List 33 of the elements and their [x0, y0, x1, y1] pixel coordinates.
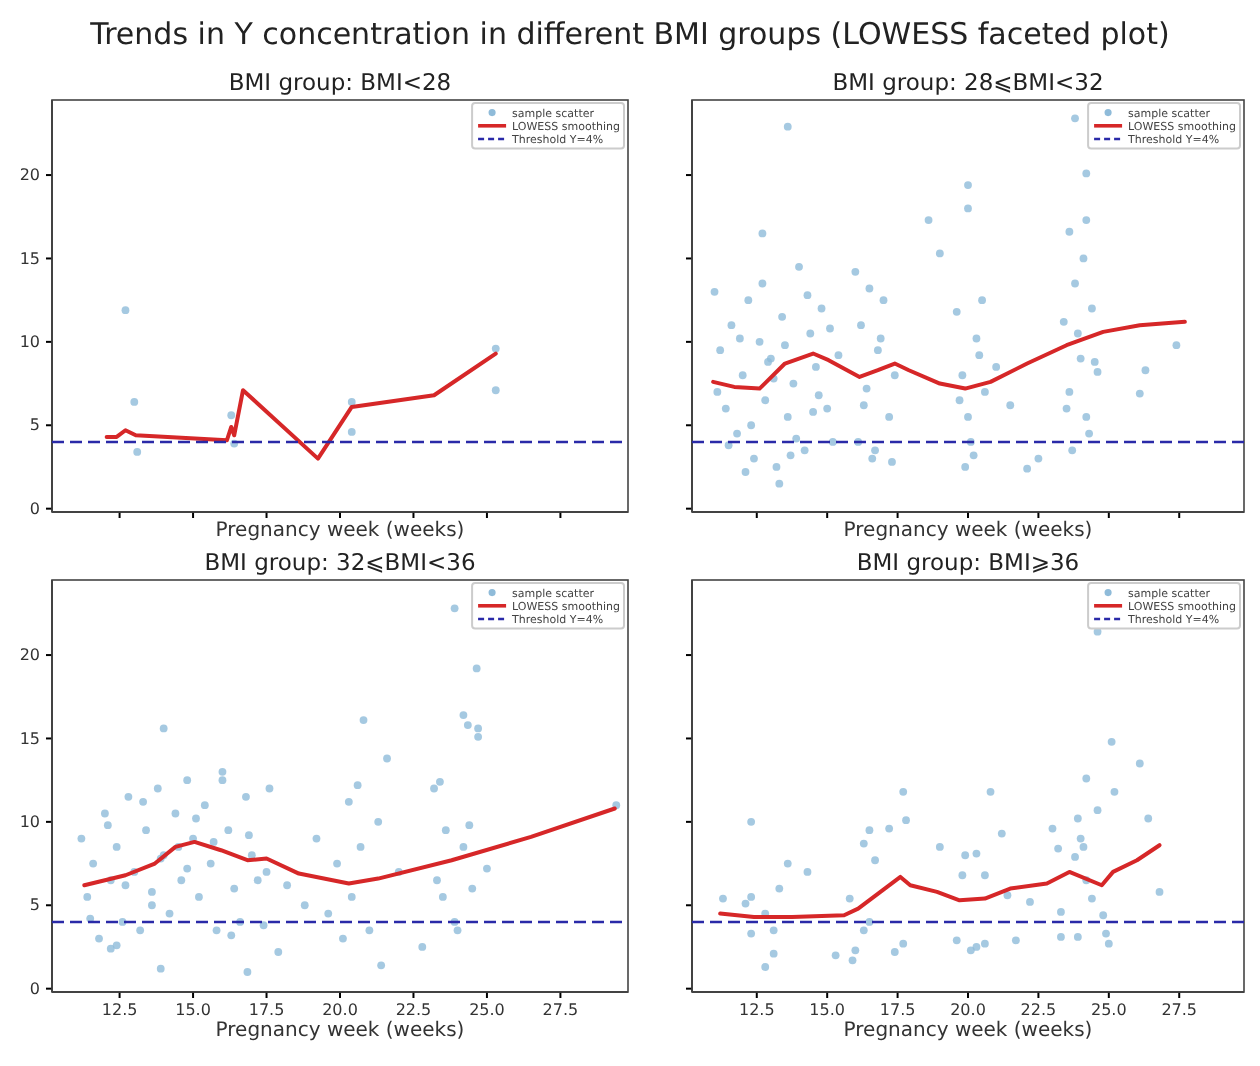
- y-tick-label: 15: [19, 729, 40, 748]
- y-tick-label: 20: [19, 646, 40, 665]
- x-tick-label: 27.5: [542, 1001, 579, 1020]
- x-axis-title: Pregnancy week (weeks): [215, 520, 465, 542]
- text: Trends in Y concentration in different BMI groups (LOWESS faceted plot): [88, 16, 1170, 52]
- chart-title: BMI group: 28⩽BMI<32: [832, 68, 1104, 96]
- x-tick-label: 25.0: [469, 1001, 505, 1020]
- x-tick-label: 17.5: [879, 1001, 916, 1020]
- x-axis-title: Pregnancy week (weeks): [843, 520, 1093, 542]
- x-axis-title: Pregnancy week (weeks): [215, 1020, 465, 1042]
- x-tick-label: 20.0: [950, 1001, 986, 1020]
- y-tick-label: 0: [29, 979, 40, 998]
- x-tick-label: 22.5: [395, 1001, 432, 1020]
- x-tick-label: 25.0: [1091, 1001, 1127, 1020]
- y-tick-label: 5: [29, 416, 40, 435]
- y-tick-label: 5: [29, 896, 40, 915]
- y-tick-label: 10: [19, 812, 40, 831]
- x-tick-label: 12.5: [738, 1001, 775, 1020]
- x-tick-label: 17.5: [248, 1001, 285, 1020]
- x-tick-label: 27.5: [1161, 1001, 1198, 1020]
- chart-title: BMI group: BMI<28: [228, 68, 452, 96]
- y-tick-label: 20: [19, 166, 40, 185]
- chart-title: BMI group: BMI⩾36: [856, 548, 1080, 576]
- x-tick-label: 12.5: [101, 1001, 138, 1020]
- x-tick-label: 20.0: [322, 1001, 358, 1020]
- y-tick-label: 15: [19, 249, 40, 268]
- x-tick-label: 22.5: [1020, 1001, 1057, 1020]
- x-tick-label: 15.0: [175, 1001, 211, 1020]
- x-axis-title: Pregnancy week (weeks): [843, 1020, 1093, 1042]
- y-tick-label: 10: [19, 332, 40, 351]
- chart-title: BMI group: 32⩽BMI<36: [204, 548, 476, 576]
- x-tick-label: 15.0: [809, 1001, 845, 1020]
- y-tick-label: 0: [29, 499, 40, 518]
